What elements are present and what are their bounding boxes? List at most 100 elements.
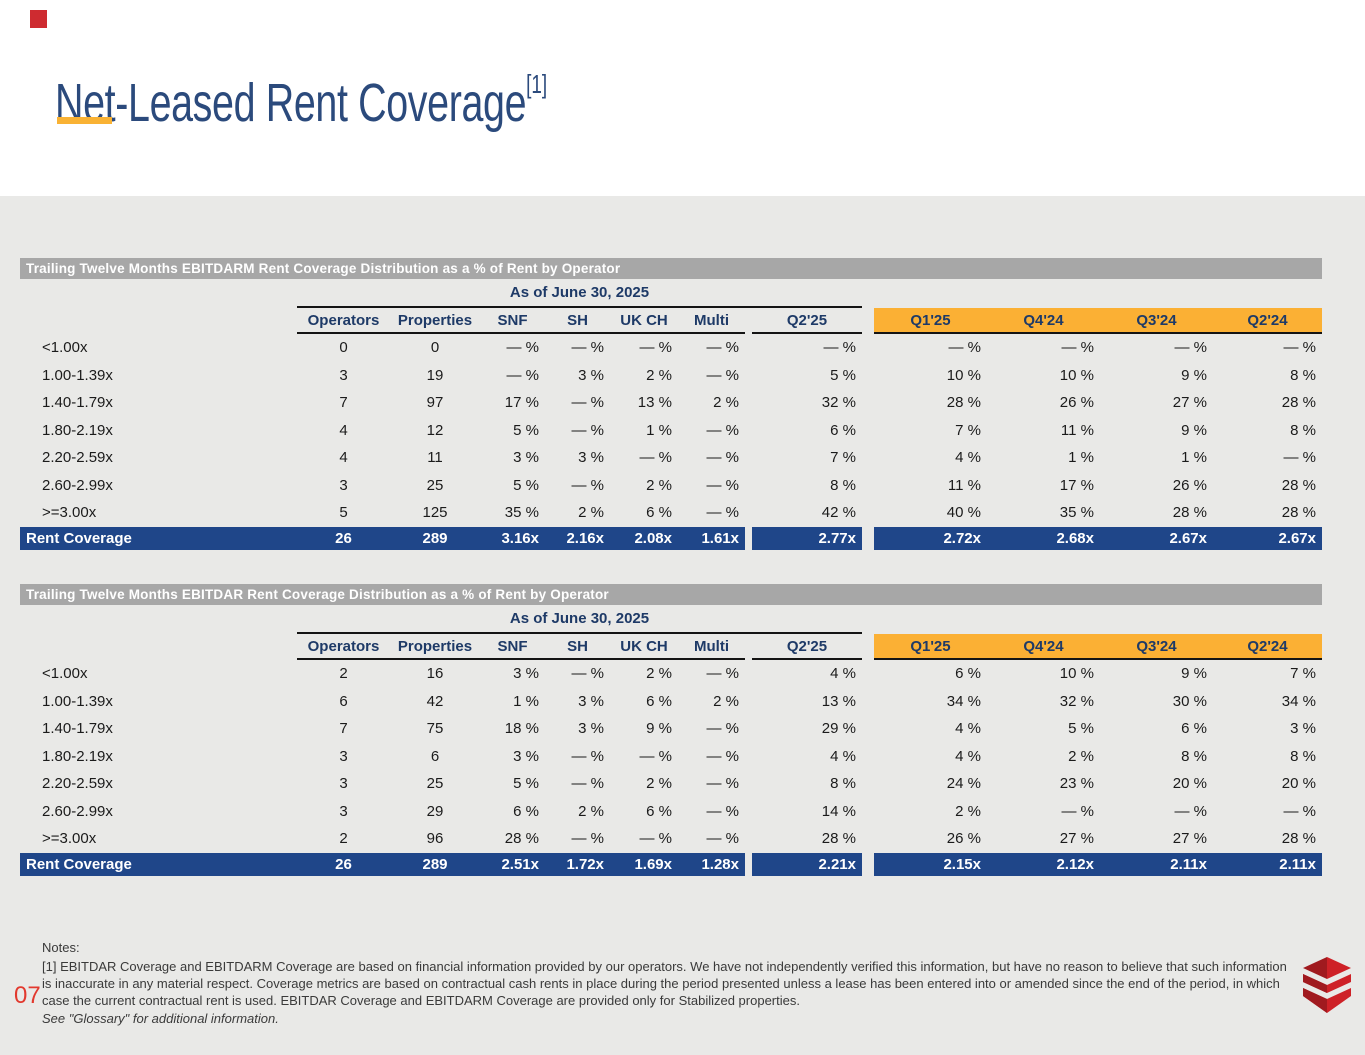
column-header: Q2'25	[786, 311, 828, 329]
cell: 29 %	[821, 720, 856, 738]
cell: 27 %	[1172, 394, 1207, 412]
cell: 96	[426, 830, 444, 848]
cell: 35 %	[1059, 504, 1094, 522]
cell: 9 %	[1181, 665, 1207, 683]
cell: 125	[422, 504, 448, 522]
cell: 9 %	[646, 720, 672, 738]
total-cell: 2.72x	[874, 526, 987, 550]
cell: 3 %	[578, 720, 604, 738]
cell: 6 %	[1181, 720, 1207, 738]
cell: 28 %	[1281, 394, 1316, 412]
cell: — %	[1283, 339, 1316, 357]
table-row: 2.60-2.99x 3 25 5 % — % 2 % — % 8 % 11 % 17 % 26 %…	[20, 472, 1322, 500]
cell: 4 %	[830, 665, 856, 683]
cell: — %	[571, 394, 604, 412]
table-header-row: Operators Properties SNF SH UK CH Multi Q2'25 Q…	[20, 306, 1322, 334]
cell: — %	[639, 830, 672, 848]
cell: — %	[639, 449, 672, 467]
column-header: Multi	[694, 311, 729, 329]
as-of-row: As of June 30, 2025	[20, 605, 1322, 632]
cell: 5 %	[830, 366, 856, 384]
page-title: Net-Leased Rent Coverage[1]	[55, 57, 547, 131]
cell: 23 %	[1059, 775, 1094, 793]
cell: 5 %	[1068, 720, 1094, 738]
cell: 2 %	[713, 692, 739, 710]
cell: — %	[706, 802, 739, 820]
cell: 17 %	[504, 394, 539, 412]
cell: 7 %	[955, 421, 981, 439]
header-rule-line	[874, 658, 1322, 660]
cell: 3 %	[513, 449, 539, 467]
table-header-row: Operators Properties SNF SH UK CH Multi Q2'25 Q…	[20, 632, 1322, 660]
cell: 8 %	[1181, 747, 1207, 765]
cell: 4	[339, 421, 348, 439]
cell: 35 %	[504, 504, 539, 522]
total-cell: 2.12x	[987, 852, 1100, 876]
cell: 2 %	[955, 802, 981, 820]
cell: — %	[571, 830, 604, 848]
notes: Notes: [1] EBITDAR Coverage and EBITDARM…	[42, 940, 1298, 1027]
total-cell: 2.15x	[874, 852, 987, 876]
ebitdarm-coverage-table: Trailing Twelve Months EBITDARM Rent Cov…	[20, 258, 1322, 550]
cell: — %	[706, 720, 739, 738]
row-label: <1.00x	[42, 665, 88, 683]
total-cell: 1.61x	[678, 526, 745, 550]
cell: — %	[706, 665, 739, 683]
total-cell: 2.51x	[480, 852, 545, 876]
column-header: Properties	[397, 311, 473, 329]
cell: 8 %	[830, 476, 856, 494]
cell: 6 %	[513, 802, 539, 820]
table-row: 1.40-1.79x 7 75 18 % 3 % 9 % — % 29 % 4 % 5 % 6 % 3…	[20, 715, 1322, 743]
header-rule-line	[297, 332, 745, 334]
header-rule-line	[874, 332, 1322, 334]
column-header: UK CH	[620, 637, 668, 655]
row-label: 1.80-2.19x	[42, 747, 113, 765]
cell: 1 %	[1181, 449, 1207, 467]
cell: — %	[571, 421, 604, 439]
cell: 24 %	[946, 775, 981, 793]
cell: 28 %	[1281, 504, 1316, 522]
column-header: Q1'25	[874, 308, 987, 334]
cell: 6 %	[646, 504, 672, 522]
cell: 3	[339, 366, 348, 384]
as-of-date: As of June 30, 2025	[509, 610, 650, 627]
column-header: Q1'25	[874, 634, 987, 660]
cell: — %	[948, 339, 981, 357]
cell: 20 %	[1281, 775, 1316, 793]
cell: 8 %	[1290, 366, 1316, 384]
cell: 9 %	[1181, 366, 1207, 384]
cell: 5	[339, 504, 348, 522]
cell: 25	[426, 476, 444, 494]
cell: 10 %	[1059, 665, 1094, 683]
cell: 18 %	[504, 720, 539, 738]
table-title-bar: Trailing Twelve Months EBITDARM Rent Cov…	[20, 258, 1322, 279]
cell: — %	[506, 339, 539, 357]
row-label: 1.40-1.79x	[42, 720, 113, 738]
column-header: Operators	[307, 637, 380, 655]
column-header: Q3'24	[1100, 308, 1213, 334]
cell: 0	[339, 339, 348, 357]
row-label: 1.40-1.79x	[42, 394, 113, 412]
cell: 2 %	[1068, 747, 1094, 765]
row-label: 1.00-1.39x	[42, 366, 113, 384]
cell: 19	[426, 366, 444, 384]
cell: 29	[426, 802, 444, 820]
table-row: 1.80-2.19x 4 12 5 % — % 1 % — % 6 % 7 % 11 % 9 % 8 …	[20, 417, 1322, 445]
cell: 6 %	[646, 802, 672, 820]
total-cell: 289	[390, 852, 480, 876]
cell: — %	[506, 366, 539, 384]
cell: 2 %	[646, 476, 672, 494]
cell: 0	[430, 339, 440, 357]
column-header: Q4'24	[987, 308, 1100, 334]
header-rule-line	[297, 306, 862, 308]
cell: 5 %	[513, 775, 539, 793]
cell: 6 %	[646, 692, 672, 710]
cell: 5 %	[513, 421, 539, 439]
cell: 34 %	[1281, 692, 1316, 710]
cell: 4 %	[955, 720, 981, 738]
table-row: 1.80-2.19x 3 6 3 % — % — % — % 4 % 4 % 2 % 8 % 8 %	[20, 743, 1322, 771]
column-header: Q3'24	[1100, 634, 1213, 660]
cell: 25	[426, 775, 444, 793]
cell: — %	[571, 665, 604, 683]
cell: — %	[706, 504, 739, 522]
